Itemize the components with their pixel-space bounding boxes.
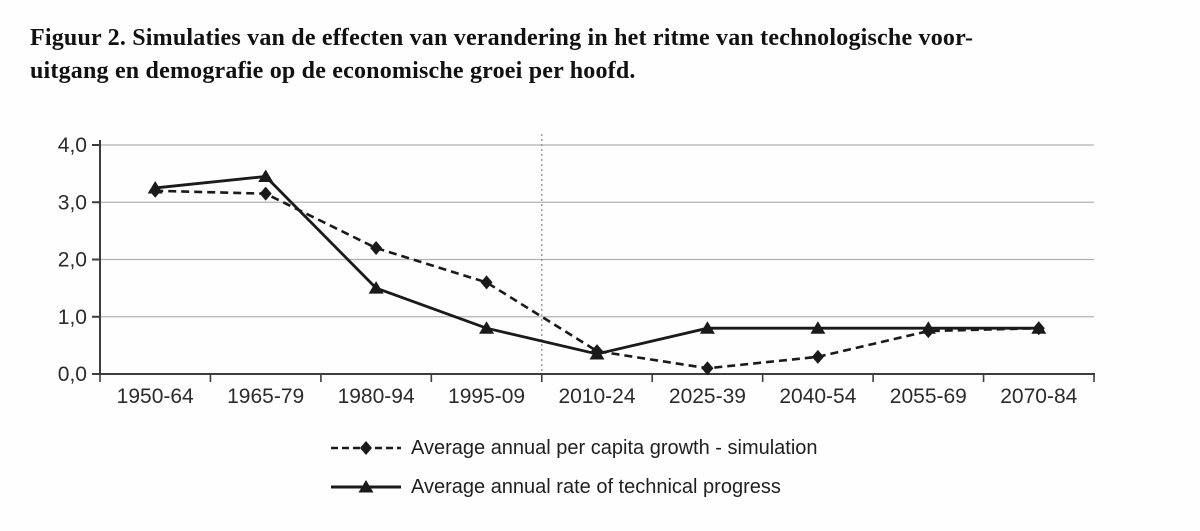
technical-progress-point-2040-54 [810, 321, 826, 334]
technical-progress-point-2055-69 [920, 321, 936, 334]
x-axis-label-1980-94: 1980-94 [338, 385, 415, 408]
triangle-marker-icon [358, 480, 374, 493]
technical-progress-point-1965-79 [258, 169, 274, 182]
x-axis-label-1995-09: 1995-09 [448, 385, 525, 408]
legend-label-per-capita-growth: Average annual per capita growth - simul… [411, 436, 818, 459]
y-axis-label-2,0: 2,0 [58, 249, 87, 272]
y-axis-label-4,0: 4,0 [58, 134, 87, 157]
y-axis-label-3,0: 3,0 [58, 191, 87, 214]
technical-progress-point-1995-09 [479, 321, 495, 334]
per-capita-growth-point-1965-79 [259, 186, 272, 201]
chart-legend: Average annual per capita growth - simul… [330, 433, 818, 502]
x-axis-label-2040-54: 2040-54 [779, 385, 856, 408]
diamond-marker-icon [360, 441, 372, 455]
figure-title-line-1: Figuur 2. Simulaties van de effecten van… [30, 25, 974, 51]
solid-line-triangle-icon [331, 480, 401, 493]
x-axis-label-1950-64: 1950-64 [117, 385, 194, 408]
per-capita-growth-point-1995-09 [480, 275, 493, 290]
y-axis-label-0,0: 0,0 [58, 363, 87, 386]
legend-item-technical-progress: Average annual rate of technical progres… [330, 472, 818, 502]
technical-progress-point-2070-84 [1031, 321, 1047, 334]
legend-item-per-capita-growth: Average annual per capita growth - simul… [330, 433, 818, 463]
legend-label-technical-progress: Average annual rate of technical progres… [411, 475, 781, 498]
x-axis-label-2010-24: 2010-24 [558, 385, 635, 408]
y-axis-label-1,0: 1,0 [58, 306, 87, 329]
per-capita-growth-point-2040-54 [811, 349, 824, 364]
per-capita-growth-point-1980-94 [370, 241, 383, 256]
technical-progress-point-2010-24 [589, 346, 605, 360]
technical-progress-point-1950-64 [147, 180, 163, 194]
x-axis-label-1965-79: 1965-79 [227, 385, 304, 408]
figure-title: Figuur 2. Simulaties van de effecten van… [30, 22, 1180, 88]
figure-title-line-2: uitgang en demografie op de economische … [30, 58, 636, 84]
x-axis-label-2055-69: 2055-69 [890, 385, 967, 408]
x-axis-label-2025-39: 2025-39 [669, 385, 746, 408]
per-capita-growth-point-2025-39 [701, 361, 714, 376]
per-capita-growth-line [155, 189, 1039, 370]
technical-progress-point-2025-39 [699, 321, 715, 334]
x-axis-label-2070-84: 2070-84 [1000, 385, 1077, 408]
technical-progress-point-1980-94 [368, 281, 384, 294]
dashed-line-diamond-icon [331, 441, 401, 455]
